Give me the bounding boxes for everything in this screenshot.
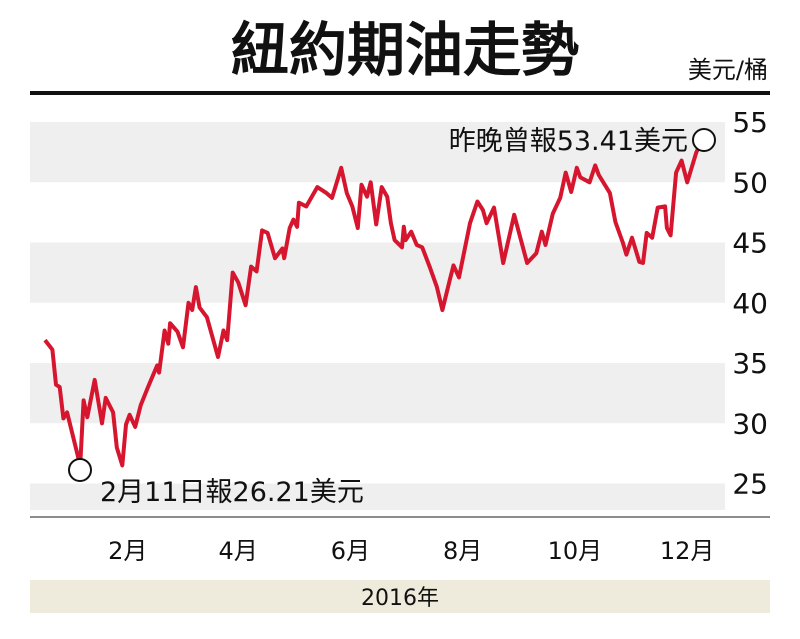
annotations: 2月11日報26.21美元 昨晚曾報53.41美元 — [68, 126, 716, 508]
y-tick-label: 40 — [732, 287, 768, 320]
x-tick-labels: 2月 4月 6月 8月 10月 12月 — [108, 537, 714, 565]
background-bands — [30, 122, 725, 511]
annotation-high-label: 昨晚曾報53.41美元 — [449, 126, 688, 157]
y-tick-label: 55 — [732, 106, 768, 139]
grid-band — [30, 122, 725, 183]
x-tick-label: 6月 — [331, 537, 370, 565]
grid-band — [30, 363, 725, 424]
annotation-marker-low — [68, 458, 92, 482]
chart-title: 紐約期油走勢 — [231, 16, 579, 84]
x-tick-label: 2月 — [108, 537, 147, 565]
price-line — [43, 140, 704, 471]
year-label: 2016年 — [361, 586, 439, 611]
x-tick-label: 12月 — [660, 537, 715, 565]
grid-band — [30, 483, 725, 511]
y-tick-label: 25 — [732, 468, 768, 501]
x-tick-label: 4月 — [219, 537, 258, 565]
annotation-marker-high — [692, 128, 716, 152]
year-bar — [30, 580, 770, 613]
y-tick-label: 50 — [732, 166, 768, 199]
x-tick-label: 8月 — [443, 537, 482, 565]
y-tick-label: 45 — [732, 227, 768, 260]
y-unit-label: 美元/桶 — [688, 56, 768, 84]
y-tick-label: 35 — [732, 347, 768, 380]
annotation-low-label: 2月11日報26.21美元 — [100, 477, 364, 508]
title-rule — [30, 91, 770, 95]
y-tick-labels: 25 30 35 40 45 50 55 — [732, 106, 768, 501]
y-tick-label: 30 — [732, 407, 768, 440]
grid-band — [30, 242, 725, 303]
x-tick-label: 10月 — [548, 537, 603, 565]
